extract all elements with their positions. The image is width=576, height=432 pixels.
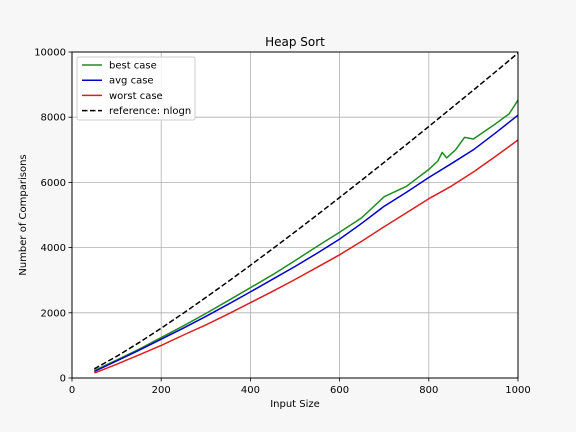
series-line-worst-case <box>94 139 519 374</box>
series-lines <box>93 52 519 374</box>
series-line-avg-case <box>93 114 519 373</box>
legend-box <box>76 56 196 121</box>
legend-label-avg-case: avg case <box>109 76 154 87</box>
y-tick-label: 8000 <box>41 113 66 124</box>
x-tick-label: 0 <box>69 385 75 396</box>
y-tick-label: 10000 <box>34 48 66 59</box>
series-line-best-case <box>93 99 519 372</box>
x-tick-label: 400 <box>241 385 260 396</box>
x-tick-label: 200 <box>152 385 171 396</box>
y-tick-label: 0 <box>60 374 66 385</box>
legend-label-best-case: best case <box>109 61 157 72</box>
legend-label-reference-nlogn: reference: nlogn <box>109 106 191 117</box>
x-axis-title: Input Size <box>270 399 320 410</box>
legend: best case avg case worst case reference: nl… <box>76 56 196 121</box>
series-line-reference-nlogn <box>93 52 519 370</box>
x-tick-label: 1000 <box>505 385 530 396</box>
legend-label-worst-case: worst case <box>109 91 163 102</box>
y-axis-title: Number of Comparisons <box>18 154 29 275</box>
chart-title: Heap Sort <box>265 35 325 49</box>
y-tick-label: 6000 <box>41 178 66 189</box>
plot-frame <box>71 51 519 379</box>
y-tick-label: 4000 <box>41 243 66 254</box>
x-tick-label: 800 <box>419 385 438 396</box>
x-tick-label: 600 <box>330 385 349 396</box>
y-tick-label: 2000 <box>41 308 66 319</box>
